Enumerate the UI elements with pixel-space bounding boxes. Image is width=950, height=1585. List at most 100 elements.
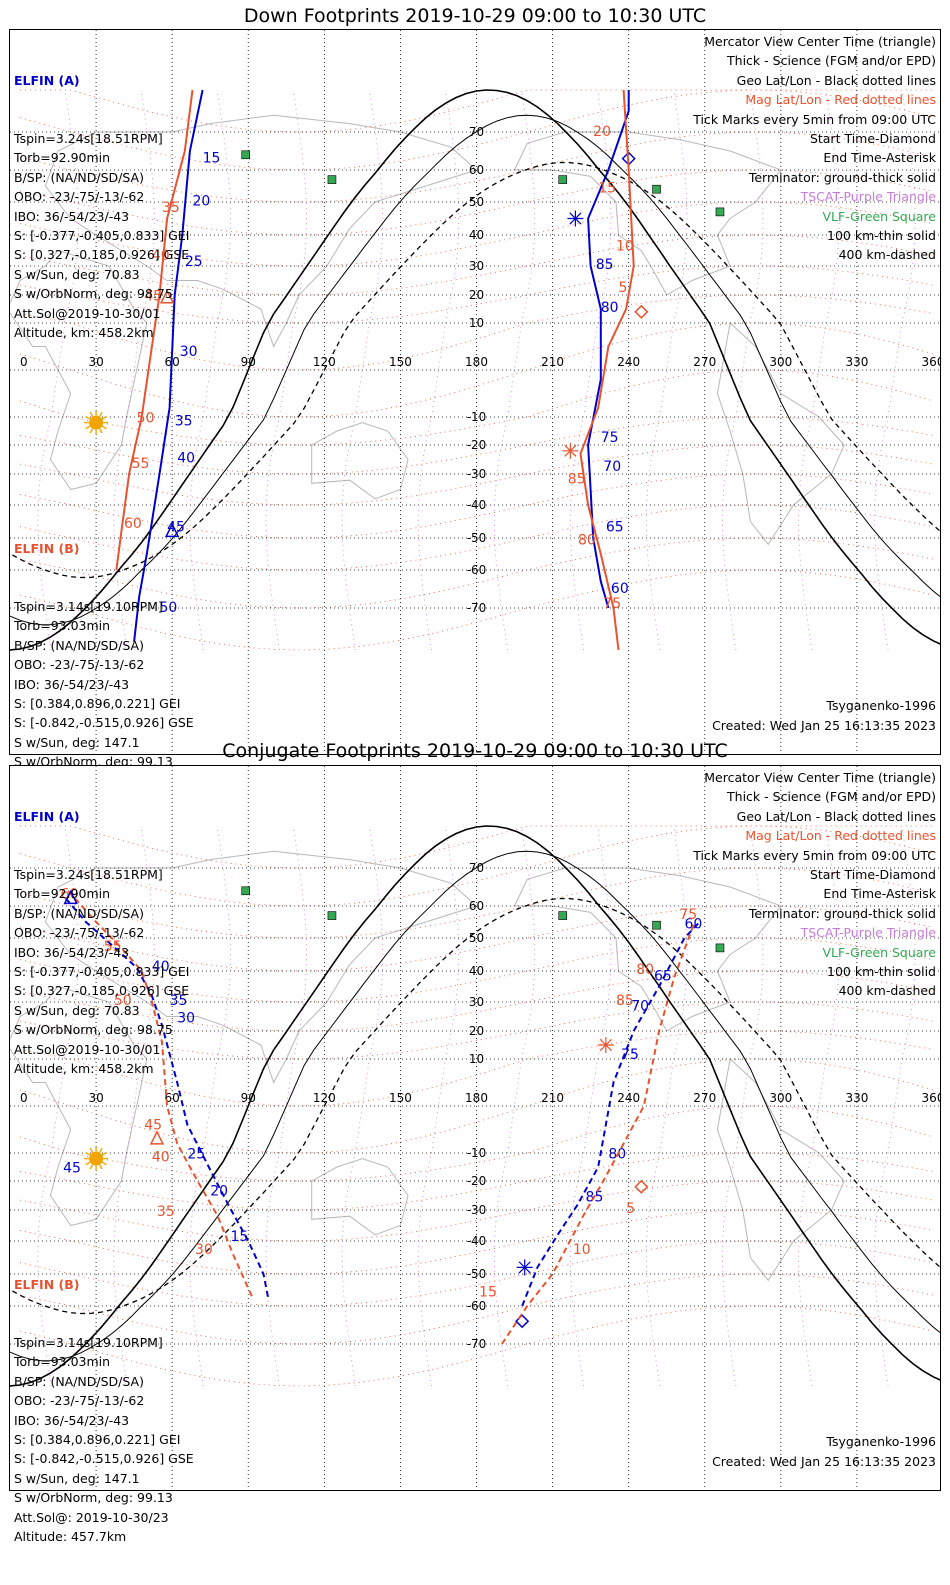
mag-latitude xyxy=(19,1030,934,1107)
model-label: Tsyganenko-1996 xyxy=(826,1434,936,1449)
legend-item: 100 km-thin solid xyxy=(827,228,936,244)
track-minute-label: 35 xyxy=(157,1204,175,1220)
lon-tick-label: 150 xyxy=(389,355,412,369)
lon-tick-label: 90 xyxy=(241,355,256,369)
elfin-a-title: ELFIN (A) xyxy=(14,808,80,824)
vlf-station-square xyxy=(652,920,661,930)
terminator-ground xyxy=(10,825,940,1387)
info-line: B/SP: (NA/ND/SD/SA) xyxy=(14,169,144,185)
track-minute-label: 15 xyxy=(479,1284,497,1300)
mag-latitude xyxy=(19,131,934,203)
info-line: Altitude: 457.7km xyxy=(14,1529,127,1545)
sun-ray xyxy=(101,1151,107,1156)
info-line: S w/Sun, deg: 70.83 xyxy=(14,266,140,282)
sun-ray xyxy=(89,428,94,434)
track-minute-label: 35 xyxy=(170,993,188,1009)
legend-item: Geo Lat/Lon - Black dotted lines xyxy=(736,808,936,824)
info-line: S w/OrbNorm, deg: 99.13 xyxy=(14,1490,173,1506)
track-minute-label: 70 xyxy=(631,999,649,1015)
start-diamond xyxy=(634,304,649,319)
vlf-station-square xyxy=(241,150,251,160)
vlf-station-square xyxy=(715,943,725,953)
elfin-a-info-conjugate: ELFIN (A) Tspin=3.24s[18.51RPM] Torb=92.9… xyxy=(14,768,189,1117)
elfin-b-title: ELFIN (B) xyxy=(14,540,80,556)
track-minute-label: 25 xyxy=(187,1147,205,1163)
elfin-b-info-conjugate: ELFIN (B) Tspin=3.14s[19.10RPM] Torb=93.0… xyxy=(14,1236,194,1585)
legend-item: Geo Lat/Lon - Black dotted lines xyxy=(736,72,936,88)
track-minute-label: 85 xyxy=(568,471,586,487)
lat-tick-label: 70 xyxy=(469,125,484,139)
mag-latitude xyxy=(19,1152,934,1211)
terminator-400km xyxy=(10,161,940,579)
elfin-b-lines: Tspin=3.14s[19.10RPM] Torb=93.03min B/SP: … xyxy=(14,1333,194,1546)
info-line: S: [-0.377,-0.405,0.833] GEI xyxy=(14,228,190,244)
track-minute-label: 35 xyxy=(162,200,180,216)
info-line: Torb=93.03min xyxy=(14,618,111,634)
sun-ray xyxy=(85,425,91,430)
track-minute-label: 50 xyxy=(114,993,132,1009)
mag-latitude xyxy=(19,201,934,267)
sun-ray xyxy=(98,428,103,434)
info-line: OBO: -23/-75/-13/-62 xyxy=(14,1393,145,1409)
info-line: IBO: 36/-54/23/-43 xyxy=(14,944,130,960)
track-minute-label: 75 xyxy=(603,596,621,612)
panel-2-title: Conjugate Footprints 2019-10-29 09:00 to… xyxy=(222,740,728,762)
info-line: S: [0.384,0.896,0.221] GEI xyxy=(14,1432,181,1448)
created-label: Created: Wed Jan 25 16:13:35 2023 xyxy=(712,718,936,733)
lon-tick-label: 60 xyxy=(165,1091,180,1105)
lon-tick-label: 360 xyxy=(922,1091,940,1105)
mag-latitude xyxy=(19,867,934,939)
sun-ray xyxy=(101,415,107,420)
info-line: S w/OrbNorm, deg: 98.75 xyxy=(14,1022,173,1038)
lat-tick-label: -20 xyxy=(467,438,487,452)
sun-icon xyxy=(89,415,104,430)
mag-latitude xyxy=(19,444,934,506)
track-minute-label: 55 xyxy=(104,939,122,955)
track-minute-label: 25 xyxy=(185,254,203,270)
legend-item: Thick - Science (FGM and/or EPD) xyxy=(727,53,936,69)
legend-item: VLF-Green Square xyxy=(822,208,936,224)
lat-tick-label: 10 xyxy=(469,316,484,330)
elfin-b-track xyxy=(115,89,194,571)
legend-item: TSCAT-Purple Triangle xyxy=(800,925,936,941)
lat-tick-label: -60 xyxy=(467,1299,487,1313)
vlf-station-square xyxy=(558,911,568,920)
sun-ray xyxy=(89,1147,94,1153)
elfin-b-track xyxy=(67,890,255,1301)
info-line: OBO: -23/-75/-13/-62 xyxy=(14,925,145,941)
lat-tick-label: 20 xyxy=(469,1024,484,1038)
track-minute-label: 20 xyxy=(593,124,611,140)
track-minute-label: 70 xyxy=(603,459,621,475)
sun-icon xyxy=(89,1151,104,1166)
track-minute-label: 15 xyxy=(598,180,616,196)
lat-tick-label: 70 xyxy=(469,861,484,875)
lat-tick-label: 30 xyxy=(469,995,484,1009)
track-minute-label: 15 xyxy=(203,150,221,166)
land-outline xyxy=(311,1158,409,1236)
center-time-triangle xyxy=(159,289,175,304)
lat-tick-label: 20 xyxy=(469,288,484,302)
mag-latitude xyxy=(20,89,933,133)
info-line: IBO: 36/-54/23/-43 xyxy=(14,676,130,692)
map-layer: 0 30 60 90 120 150 180 210 240 270 300 330 360 70 60 50… xyxy=(10,766,940,1490)
mag-latitude xyxy=(19,416,934,475)
elfin-a-track xyxy=(64,897,270,1300)
legend-item: End Time-Asterisk xyxy=(823,886,936,902)
legend-item: 400 km-dashed xyxy=(838,247,936,263)
created-label: Created: Wed Jan 25 16:13:35 2023 xyxy=(712,1454,936,1469)
sun-ray xyxy=(85,415,91,420)
land-outline xyxy=(513,867,782,1032)
track-minute-label: 65 xyxy=(654,968,672,984)
info-line: Torb=93.03min xyxy=(14,1354,111,1370)
land-outline xyxy=(716,1058,845,1282)
track-minute-label: 65 xyxy=(606,519,624,535)
map-panel-down: 0 30 60 90 120 150 180 210 240 270 300 330 360 70 60 50… xyxy=(9,29,941,808)
vlf-station-square xyxy=(241,886,251,896)
sun-ray xyxy=(101,1161,107,1166)
lat-tick-label: 50 xyxy=(469,931,484,945)
track-minute-label: 80 xyxy=(578,532,596,548)
track-minute-label: 30 xyxy=(177,1010,195,1026)
info-line: S: [0.327,-0.185,0.926] GSE xyxy=(14,247,190,263)
elfin-a-title: ELFIN (A) xyxy=(14,72,80,88)
track-minute-label: 50 xyxy=(159,600,177,616)
